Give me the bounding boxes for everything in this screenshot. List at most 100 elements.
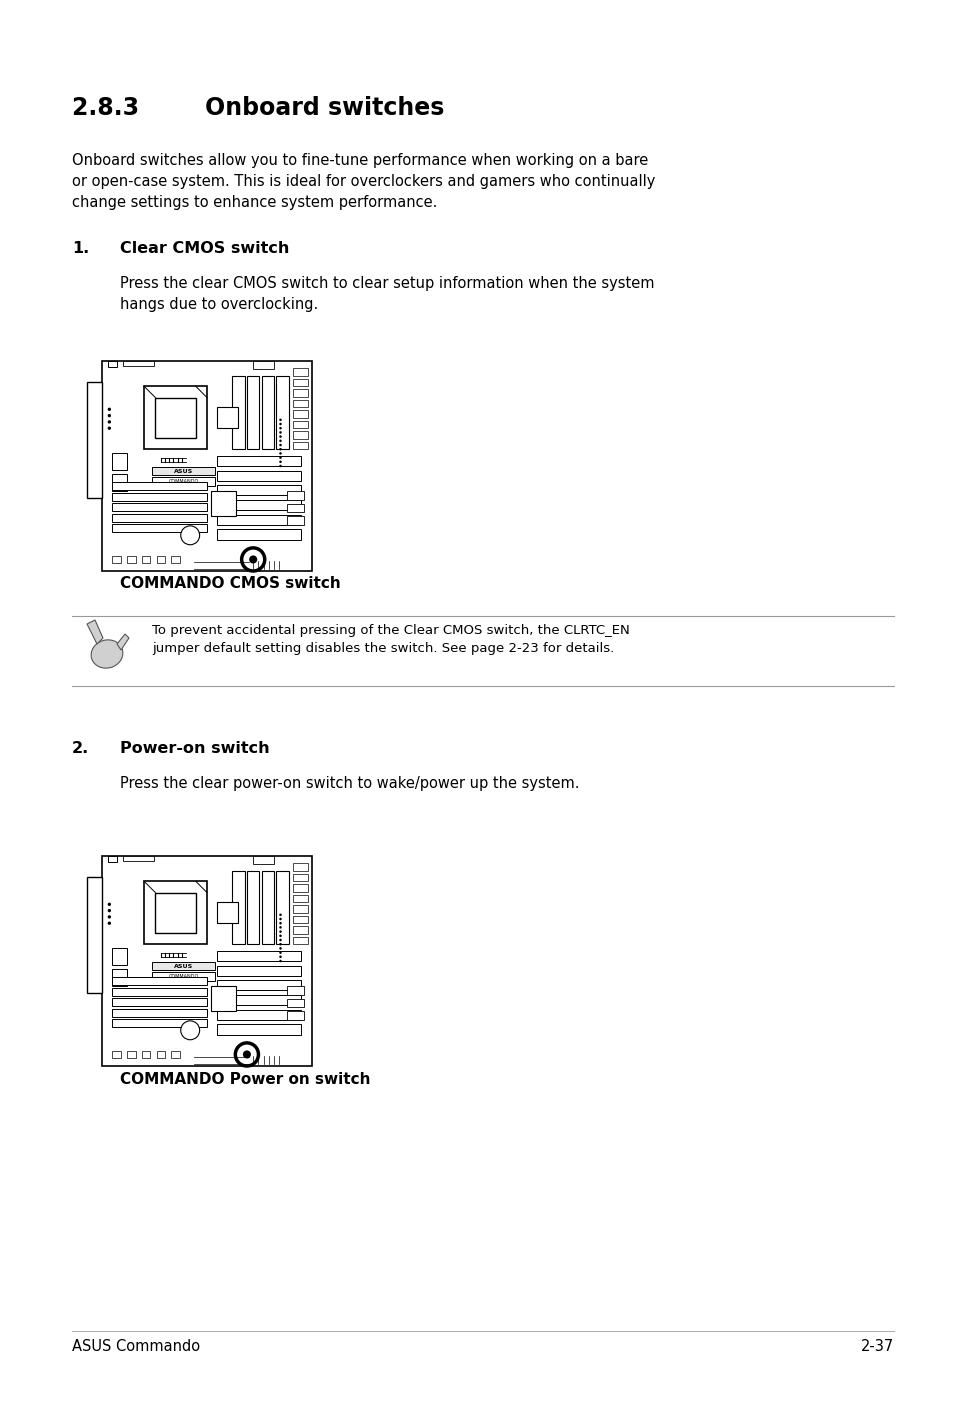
Circle shape bbox=[279, 943, 281, 945]
Bar bbox=[112, 482, 207, 491]
Bar bbox=[152, 467, 215, 475]
Circle shape bbox=[108, 420, 111, 423]
Bar bbox=[293, 411, 308, 418]
Circle shape bbox=[279, 935, 281, 936]
Circle shape bbox=[279, 931, 281, 932]
Bar bbox=[152, 972, 215, 981]
Bar bbox=[287, 516, 303, 524]
Bar bbox=[112, 524, 207, 531]
Bar bbox=[112, 492, 207, 501]
Bar bbox=[112, 557, 121, 562]
Circle shape bbox=[180, 526, 199, 544]
Circle shape bbox=[279, 457, 281, 458]
Bar bbox=[217, 966, 301, 976]
Bar bbox=[217, 995, 301, 1005]
Bar bbox=[102, 361, 312, 571]
Circle shape bbox=[108, 903, 111, 905]
Bar bbox=[253, 856, 274, 865]
Bar bbox=[217, 980, 301, 990]
Bar bbox=[172, 557, 179, 562]
Bar bbox=[293, 441, 308, 449]
Bar bbox=[287, 1011, 303, 1019]
Text: COMMANDO Power on switch: COMMANDO Power on switch bbox=[120, 1071, 370, 1087]
Bar bbox=[232, 870, 245, 945]
Bar bbox=[112, 503, 207, 512]
Text: Press the clear power-on switch to wake/power up the system.: Press the clear power-on switch to wake/… bbox=[120, 776, 578, 792]
Bar bbox=[261, 870, 274, 945]
Bar bbox=[217, 950, 301, 960]
Bar bbox=[293, 936, 308, 945]
Circle shape bbox=[279, 914, 281, 917]
Bar bbox=[112, 977, 207, 986]
Polygon shape bbox=[87, 620, 103, 644]
Polygon shape bbox=[117, 634, 129, 650]
Circle shape bbox=[108, 921, 111, 925]
Text: COMMANDO: COMMANDO bbox=[169, 974, 199, 979]
Circle shape bbox=[279, 922, 281, 925]
Circle shape bbox=[279, 956, 281, 957]
Bar bbox=[253, 361, 274, 370]
Bar bbox=[293, 432, 308, 439]
Text: Clear CMOS switch: Clear CMOS switch bbox=[120, 240, 289, 256]
Bar bbox=[276, 375, 289, 449]
Bar bbox=[152, 477, 215, 486]
Bar bbox=[112, 987, 207, 995]
Text: 2-37: 2-37 bbox=[860, 1339, 893, 1354]
Bar bbox=[217, 485, 301, 495]
Bar bbox=[293, 915, 308, 924]
Circle shape bbox=[108, 908, 111, 912]
Bar bbox=[217, 515, 301, 524]
Bar bbox=[172, 1052, 179, 1057]
Circle shape bbox=[108, 915, 111, 918]
Circle shape bbox=[279, 948, 281, 949]
Circle shape bbox=[279, 423, 281, 425]
Bar bbox=[155, 893, 195, 932]
Bar bbox=[142, 557, 151, 562]
Bar bbox=[112, 998, 207, 1007]
Circle shape bbox=[279, 927, 281, 928]
Bar bbox=[247, 375, 259, 449]
Bar bbox=[112, 1008, 207, 1017]
Circle shape bbox=[279, 960, 281, 962]
Bar bbox=[144, 882, 207, 945]
Text: ASUS: ASUS bbox=[174, 963, 193, 969]
Bar bbox=[287, 491, 303, 499]
Text: Power-on switch: Power-on switch bbox=[120, 741, 270, 756]
Bar bbox=[112, 949, 127, 965]
Circle shape bbox=[279, 939, 281, 941]
Bar bbox=[217, 1025, 301, 1035]
Bar bbox=[156, 557, 165, 562]
Bar bbox=[112, 969, 127, 986]
Bar bbox=[217, 471, 301, 481]
Bar bbox=[88, 877, 102, 993]
Bar bbox=[293, 368, 308, 375]
Bar bbox=[261, 375, 274, 449]
Bar bbox=[293, 863, 308, 870]
Circle shape bbox=[180, 1021, 199, 1040]
Bar bbox=[293, 399, 308, 408]
Text: COMMANDO: COMMANDO bbox=[169, 479, 199, 484]
Circle shape bbox=[279, 449, 281, 450]
Circle shape bbox=[108, 413, 111, 418]
Circle shape bbox=[279, 918, 281, 921]
Bar bbox=[293, 894, 308, 903]
Circle shape bbox=[249, 555, 257, 564]
Text: Onboard switches allow you to fine-tune performance when working on a bare
or op: Onboard switches allow you to fine-tune … bbox=[71, 153, 655, 209]
Bar bbox=[293, 884, 308, 891]
Bar bbox=[127, 557, 135, 562]
Bar bbox=[123, 361, 154, 366]
Bar bbox=[232, 375, 245, 449]
Bar bbox=[211, 491, 236, 516]
Bar bbox=[112, 1019, 207, 1028]
Text: Press the clear CMOS switch to clear setup information when the system
hangs due: Press the clear CMOS switch to clear set… bbox=[120, 276, 654, 312]
Circle shape bbox=[279, 444, 281, 446]
Bar bbox=[293, 389, 308, 396]
Bar bbox=[112, 513, 207, 522]
Text: COMMANDO CMOS switch: COMMANDO CMOS switch bbox=[120, 576, 340, 591]
Bar bbox=[155, 398, 195, 437]
Bar bbox=[109, 856, 116, 862]
Text: 2.: 2. bbox=[71, 741, 90, 756]
Bar bbox=[217, 456, 301, 465]
Circle shape bbox=[241, 548, 265, 571]
Bar bbox=[217, 408, 238, 429]
